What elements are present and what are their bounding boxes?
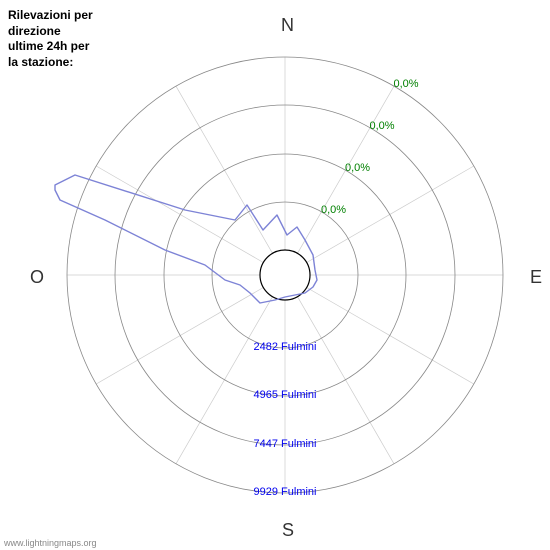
cardinal-s: S	[282, 520, 294, 541]
footer-attribution: www.lightningmaps.org	[4, 538, 97, 548]
polar-chart-container: Rilevazioni per direzione ultime 24h per…	[0, 0, 550, 550]
ring-value-label: 9929 Fulmini	[254, 486, 317, 498]
ring-pct-label: 0,0%	[345, 162, 370, 174]
ring-pct-label: 0,0%	[393, 78, 418, 90]
cardinal-o: O	[30, 267, 44, 288]
ring-value-label: 4965 Fulmini	[254, 389, 317, 401]
polar-chart-svg	[0, 0, 550, 550]
ring-pct-label: 0,0%	[369, 120, 394, 132]
cardinal-e: E	[530, 267, 542, 288]
cardinal-n: N	[281, 15, 294, 36]
ring-value-label: 2482 Fulmini	[254, 341, 317, 353]
ring-value-label: 7447 Fulmini	[254, 438, 317, 450]
ring-pct-label: 0,0%	[321, 204, 346, 216]
